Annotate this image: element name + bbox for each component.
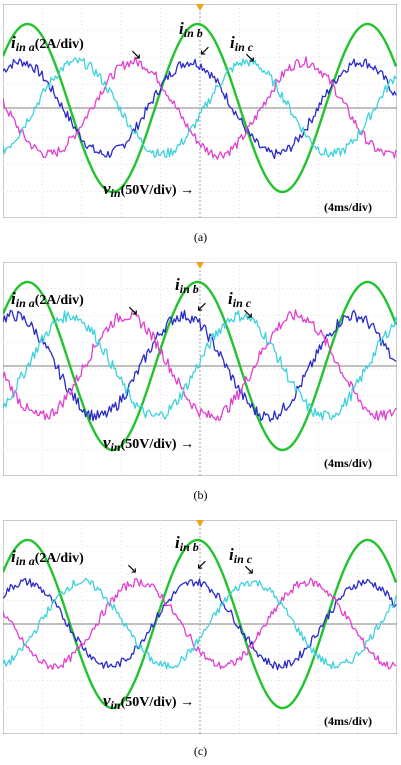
arrow-ic: ↘ [242, 307, 254, 322]
arrow-ib: ↙ [199, 44, 211, 59]
arrow-ia: ↘ [126, 562, 138, 577]
oscilloscope-chart-c: iin a(2A/div) iin b iin c vin(50V/div) →… [3, 520, 397, 734]
trigger-marker-icon [196, 4, 204, 11]
traces [3, 22, 397, 194]
time-scale-label: (4ms/div) [324, 200, 372, 214]
label-ib: iin b [175, 275, 199, 296]
label-ib: iin b [175, 533, 199, 554]
arrow-ic: ↘ [244, 51, 256, 66]
label-v: vin(50V/div) → [103, 179, 194, 200]
trace-v [3, 538, 397, 710]
traces [3, 280, 397, 452]
arrow-ib: ↙ [196, 558, 208, 573]
trigger-marker-icon [196, 262, 204, 269]
trace-v [3, 22, 397, 194]
label-ia: iin a(2A/div) [11, 33, 84, 54]
arrow-ib: ↙ [196, 300, 208, 315]
grid [3, 4, 397, 218]
trace-ib [3, 309, 397, 422]
label-ia: iin a(2A/div) [11, 289, 84, 310]
label-v: vin(50V/div) → [103, 433, 194, 454]
trace-ia [3, 58, 397, 160]
scope-panel-c: iin a(2A/div) iin b iin c vin(50V/div) →… [3, 520, 397, 734]
time-scale-label: (4ms/div) [324, 714, 372, 728]
scope-panel-a: iin a(2A/div) iin b iin c vin(50V/div) →… [3, 4, 397, 218]
oscilloscope-chart-a: iin a(2A/div) iin b iin c vin(50V/div) →… [3, 4, 397, 218]
label-ia: iin a(2A/div) [11, 547, 84, 568]
arrow-ia: ↘ [127, 304, 139, 319]
trace-ic [3, 57, 397, 159]
time-scale-label: (4ms/div) [324, 456, 372, 470]
caption-c: (c) [193, 744, 208, 758]
caption-b: (b) [193, 488, 208, 502]
scope-panel-b: iin a(2A/div) iin b iin c vin(50V/div) →… [3, 262, 397, 476]
trace-ib [3, 56, 397, 160]
oscilloscope-chart-b: iin a(2A/div) iin b iin c vin(50V/div) →… [3, 262, 397, 476]
label-ic: iin c [229, 545, 253, 566]
arrow-ic: ↘ [243, 563, 255, 578]
trace-ic [3, 310, 397, 421]
label-ib: iin b [179, 19, 203, 40]
trace-ib [3, 577, 397, 671]
label-ic: iin c [228, 289, 252, 310]
traces [3, 538, 397, 710]
label-v: vin(50V/div) → [103, 691, 194, 712]
trace-ia [3, 309, 397, 423]
caption-a: (a) [193, 230, 208, 244]
trace-ic [3, 577, 397, 670]
trigger-marker-icon [196, 520, 204, 527]
trace-ia [3, 577, 397, 671]
arrow-ia: ↘ [130, 48, 142, 63]
label-ic: iin c [230, 33, 254, 54]
